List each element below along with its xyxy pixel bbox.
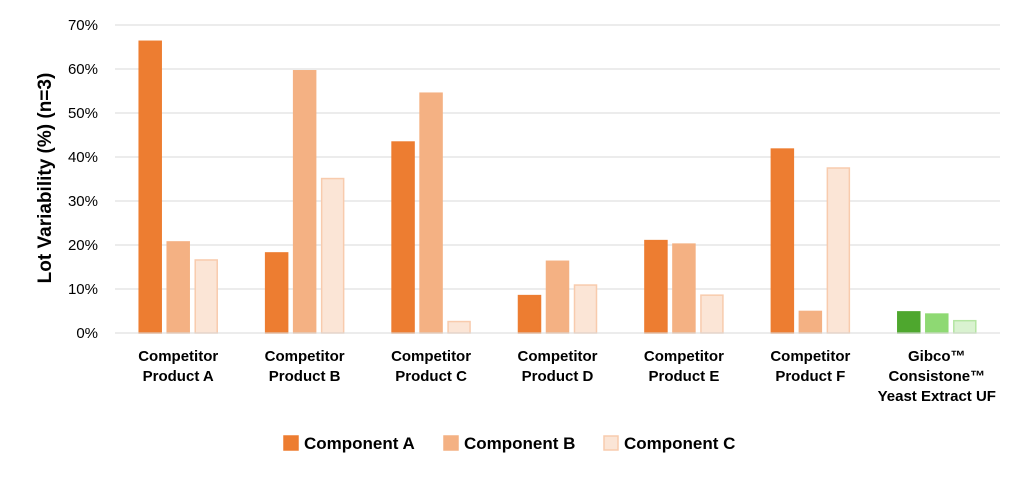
y-tick-label: 60% [68, 61, 98, 78]
y-tick-label: 40% [68, 149, 98, 166]
x-category-label: Competitor [265, 348, 345, 365]
bar-component-b [672, 243, 696, 334]
y-tick-label: 10% [68, 281, 98, 298]
bar-component-c [826, 167, 851, 334]
y-tick-label: 70% [68, 17, 98, 34]
x-category-label: Product E [649, 368, 720, 385]
bar-component-c [700, 294, 724, 334]
x-category-label: Product A [143, 368, 214, 385]
bar-component-b [166, 241, 190, 334]
bar-component-b [545, 260, 570, 334]
legend-label: Component A [304, 434, 415, 453]
bars [115, 40, 1000, 334]
x-category-label: Competitor [518, 348, 598, 365]
x-category-label: Product B [269, 368, 341, 385]
x-category-label: Product F [775, 368, 845, 385]
bar-component-c [194, 259, 218, 334]
y-axis-label: Lot Variability (%) (n=3) [35, 73, 56, 284]
y-tick-label: 20% [68, 237, 98, 254]
x-category-label: Product C [395, 368, 467, 385]
y-axis-ticks: 0% 10% 20% 30% 40% 50% 60% 70% [68, 17, 98, 342]
bar-component-a [897, 311, 921, 334]
legend-label: Component B [464, 434, 575, 453]
x-axis-categories: Competitor Product A Competitor Product B Co… [138, 348, 996, 405]
bar-component-b [798, 310, 823, 334]
legend-swatch [443, 435, 459, 451]
bar-component-a [517, 294, 542, 334]
bar-component-a [770, 148, 795, 334]
legend-label: Component C [624, 434, 735, 453]
bar-component-c [953, 319, 977, 334]
bar-component-b [419, 92, 443, 334]
x-category-label: Consistone™ [888, 368, 985, 385]
bar-component-b [925, 313, 949, 334]
bar-component-c [573, 284, 598, 334]
bar-component-c [447, 320, 471, 334]
legend-swatch [283, 435, 299, 451]
x-category-label: Competitor [138, 348, 218, 365]
x-category-label: Competitor [391, 348, 471, 365]
x-category-label: Product D [522, 368, 594, 385]
x-category-label: Competitor [644, 348, 724, 365]
x-category-label: Competitor [770, 348, 850, 365]
legend-swatch [603, 435, 619, 451]
bar-component-a [391, 141, 415, 334]
bar-component-a [644, 239, 668, 334]
legend: Component A Component B Component C [283, 434, 735, 453]
y-tick-label: 50% [68, 105, 98, 122]
gridlines [115, 24, 1000, 334]
bar-component-a [264, 252, 289, 334]
y-tick-label: 0% [76, 325, 98, 342]
bar-component-a [138, 40, 162, 334]
y-tick-label: 30% [68, 193, 98, 210]
bar-component-b [292, 70, 317, 334]
x-category-label: Yeast Extract UF [878, 388, 996, 405]
bar-component-c [320, 177, 345, 334]
x-category-label: Gibco™ [908, 348, 966, 365]
